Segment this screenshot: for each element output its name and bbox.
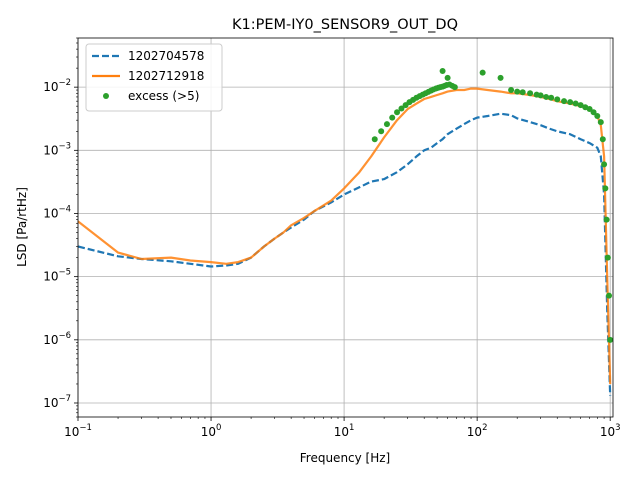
x-tick-label: 103 (600, 423, 621, 439)
excess-point (389, 114, 396, 121)
excess-point (599, 136, 606, 143)
x-axis-label: Frequency [Hz] (300, 451, 391, 465)
excess-point (514, 88, 521, 95)
y-tick-label: 10−4 (43, 204, 71, 220)
legend-label: 1202704578 (128, 49, 204, 63)
excess-point (597, 119, 604, 126)
series-line-1202712918 (78, 87, 612, 385)
y-tick-label: 10−6 (43, 331, 71, 347)
excess-point (378, 128, 385, 135)
excess-point (451, 84, 458, 91)
excess-point (606, 292, 613, 299)
x-tick-label: 100 (201, 423, 222, 439)
excess-point (444, 74, 451, 81)
x-tick-label: 10−1 (64, 423, 92, 439)
x-tick-label: 102 (467, 423, 488, 439)
y-tick-label: 10−2 (43, 78, 71, 94)
plot-area: 10−1 100 101 102 103 10−7 10−6 10−5 10−4 10−3 10−2 (43, 37, 621, 439)
excess-point (537, 92, 544, 99)
legend: 1202704578 1202712918 excess (>5) (85, 43, 223, 112)
x-tick-label: 101 (334, 423, 355, 439)
y-tick-label: 10−3 (43, 141, 71, 157)
excess-point (439, 68, 446, 75)
excess-point (604, 254, 611, 261)
excess-point (519, 89, 526, 96)
excess-point (527, 90, 534, 97)
excess-point (548, 94, 555, 101)
excess-point (383, 121, 390, 128)
excess-point (371, 136, 378, 143)
legend-label: excess (>5) (128, 89, 199, 103)
chart-title: K1:PEM-IY0_SENSOR9_OUT_DQ (232, 17, 458, 33)
legend-box (85, 43, 223, 112)
excess-point (561, 98, 568, 105)
excess-point (586, 106, 593, 113)
y-tick-label: 10−7 (43, 394, 71, 410)
series-group (78, 68, 613, 396)
excess-point (601, 161, 608, 168)
excess-point (602, 185, 609, 192)
excess-point (497, 74, 504, 81)
excess-point (543, 93, 550, 100)
y-tick-label: 10−5 (43, 268, 71, 284)
y-axis-label: LSD [Pa/rtHz] (15, 187, 29, 267)
axes-frame (77, 37, 614, 418)
excess-point (398, 105, 405, 112)
excess-point (572, 100, 579, 107)
excess-point (394, 109, 401, 116)
legend-label: 1202712918 (128, 69, 204, 83)
excess-point (554, 96, 561, 103)
excess-point (508, 87, 515, 94)
excess-point (603, 216, 610, 223)
excess-point (479, 69, 486, 76)
excess-point (594, 112, 601, 119)
legend-marker (103, 93, 109, 99)
excess-point (590, 109, 597, 116)
excess-point (607, 336, 613, 343)
excess-point (567, 99, 574, 106)
excess-point (577, 102, 584, 109)
